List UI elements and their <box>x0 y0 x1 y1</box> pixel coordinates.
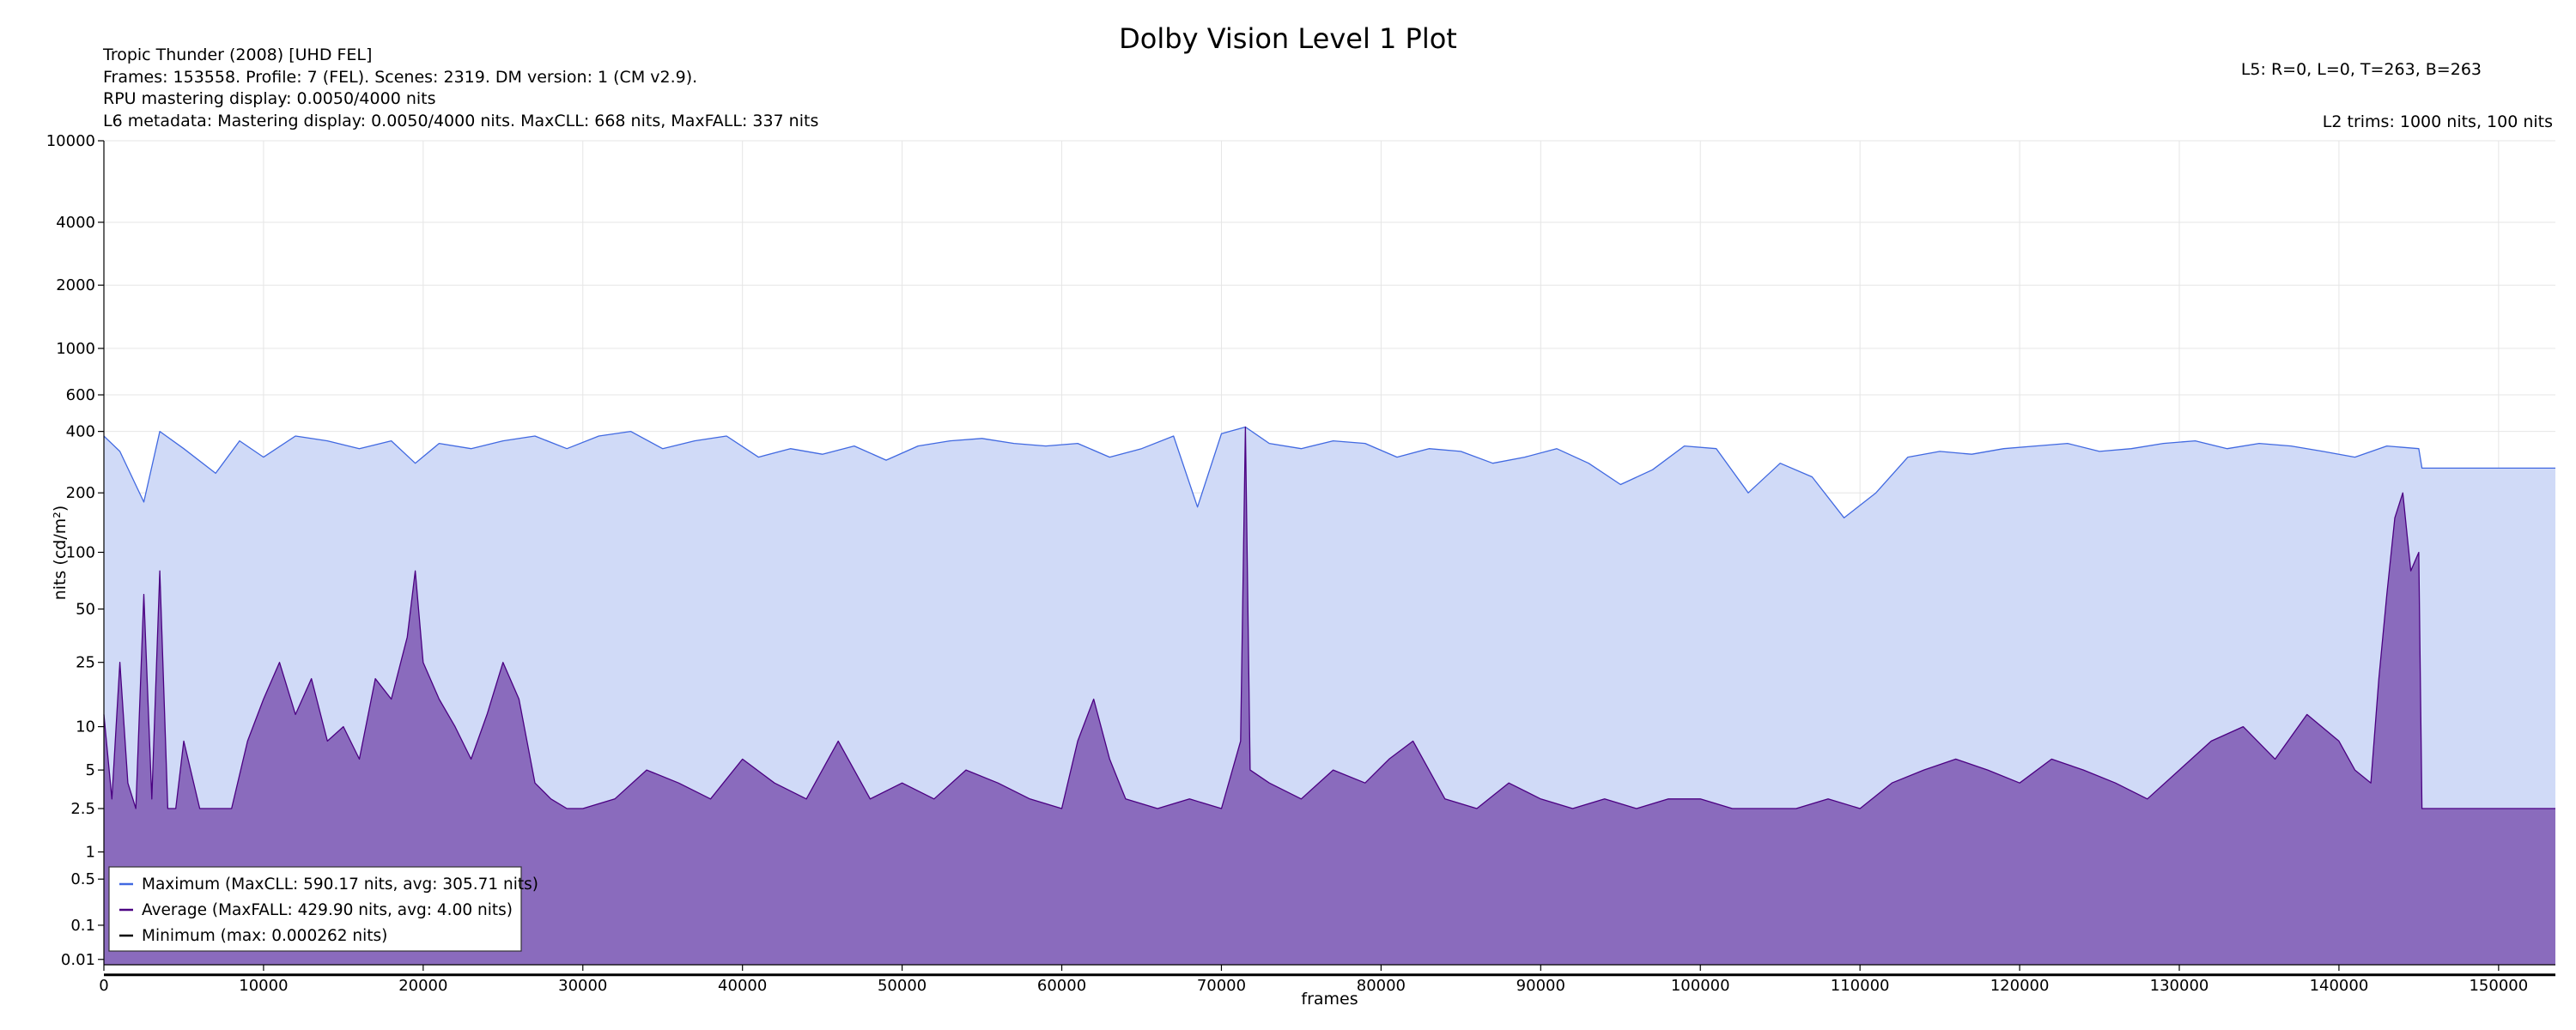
x-tick-label: 40000 <box>718 977 767 995</box>
x-tick: 60000 <box>1037 965 1086 995</box>
y-axis-label: nits (cd/m²) <box>51 506 70 601</box>
y-tick-label: 1 <box>86 844 95 862</box>
x-tick: 70000 <box>1197 965 1246 995</box>
x-tick: 30000 <box>558 965 607 995</box>
y-tick: 5 <box>86 761 104 779</box>
y-tick-label: 200 <box>66 484 95 502</box>
x-tick: 100000 <box>1671 965 1730 995</box>
x-tick-label: 120000 <box>1990 977 2050 995</box>
y-tick: 2.5 <box>70 800 104 818</box>
series-average-area <box>104 427 2555 965</box>
x-tick-label: 80000 <box>1357 977 1406 995</box>
y-tick-label: 100 <box>66 543 95 561</box>
y-tick-label: 5 <box>86 761 95 779</box>
x-tick-label: 30000 <box>558 977 607 995</box>
y-tick-label: 10000 <box>46 132 95 150</box>
y-tick-label: 4000 <box>56 214 95 232</box>
y-tick-label: 2.5 <box>70 800 95 818</box>
y-tick-label: 0.01 <box>61 951 95 969</box>
legend-box <box>108 866 522 952</box>
x-tick: 20000 <box>398 965 447 995</box>
x-tick: 40000 <box>718 965 767 995</box>
y-tick: 1000 <box>56 340 104 358</box>
y-tick: 10000 <box>46 132 104 150</box>
l5-metadata: L5: R=0, L=0, T=263, B=263 <box>2240 60 2482 79</box>
y-tick: 200 <box>66 484 104 502</box>
legend-entry-average: Average (MaxFALL: 429.90 nits, avg: 4.00… <box>142 901 513 919</box>
x-tick-label: 20000 <box>398 977 447 995</box>
y-tick-label: 2000 <box>56 276 95 294</box>
series-average <box>103 426 2555 965</box>
y-tick: 50 <box>76 601 104 619</box>
info-line-l6: L6 metadata: Mastering display: 0.0050/4… <box>103 111 819 130</box>
x-tick-label: 10000 <box>239 977 288 995</box>
y-tick: 0.01 <box>61 951 104 969</box>
y-tick: 400 <box>66 423 104 441</box>
x-tick-label: 90000 <box>1516 977 1565 995</box>
legend-entry-minimum: Minimum (max: 0.000262 nits) <box>142 927 387 945</box>
x-axis-label: frames <box>1301 990 1358 1009</box>
info-line-frames: Frames: 153558. Profile: 7 (FEL). Scenes… <box>103 67 698 87</box>
y-tick-label: 1000 <box>56 340 95 358</box>
y-tick: 0.5 <box>70 870 104 888</box>
y-tick: 100 <box>66 543 104 561</box>
x-tick-label: 50000 <box>878 977 927 995</box>
x-tick-label: 110000 <box>1831 977 1890 995</box>
x-tick: 50000 <box>878 965 927 995</box>
info-line-title: Tropic Thunder (2008) [UHD FEL] <box>103 45 373 64</box>
x-tick: 130000 <box>2150 965 2209 995</box>
x-tick: 80000 <box>1357 965 1406 995</box>
y-tick: 1 <box>86 844 104 862</box>
legend-entry-maximum: Maximum (MaxCLL: 590.17 nits, avg: 305.7… <box>142 876 538 894</box>
y-tick-label: 0.1 <box>70 917 95 935</box>
x-tick-label: 140000 <box>2310 977 2369 995</box>
axes: 0 10000 20000 30000 40000 50000 60000 70000 8000… <box>46 132 2555 995</box>
y-tick-label: 50 <box>76 601 95 619</box>
x-tick-label: 100000 <box>1671 977 1730 995</box>
y-tick: 2000 <box>56 276 104 294</box>
x-tick: 140000 <box>2310 965 2369 995</box>
y-tick-label: 10 <box>76 718 95 736</box>
l2-trims: L2 trims: 1000 nits, 100 nits <box>2322 112 2553 131</box>
y-tick-label: 25 <box>76 654 95 672</box>
x-tick-label: 0 <box>99 977 108 995</box>
x-tick-label: 60000 <box>1037 977 1086 995</box>
x-tick: 90000 <box>1516 965 1565 995</box>
series-layer <box>103 426 2555 977</box>
y-tick: 10 <box>76 718 104 736</box>
x-tick: 110000 <box>1831 965 1890 995</box>
y-tick: 0.1 <box>70 917 104 935</box>
y-tick-label: 600 <box>66 386 95 404</box>
x-tick-label: 130000 <box>2150 977 2209 995</box>
series-average-line <box>103 426 2555 809</box>
x-tick: 120000 <box>1990 965 2050 995</box>
legend: Maximum (MaxCLL: 590.17 nits, avg: 305.7… <box>108 866 538 952</box>
info-line-rpu: RPU mastering display: 0.0050/4000 nits <box>103 89 436 108</box>
x-tick: 150000 <box>2469 965 2528 995</box>
y-tick: 600 <box>66 386 104 404</box>
y-tick: 4000 <box>56 214 104 232</box>
y-tick-label: 400 <box>66 423 95 441</box>
chart-title: Dolby Vision Level 1 Plot <box>1119 22 1457 55</box>
x-tick: 0 <box>99 965 109 995</box>
y-tick-label: 0.5 <box>70 870 95 888</box>
x-tick-label: 150000 <box>2469 977 2528 995</box>
x-tick-label: 70000 <box>1197 977 1246 995</box>
x-tick: 10000 <box>239 965 289 995</box>
info-block: Tropic Thunder (2008) [UHD FEL] Frames: … <box>103 45 818 132</box>
y-tick: 25 <box>76 654 104 672</box>
